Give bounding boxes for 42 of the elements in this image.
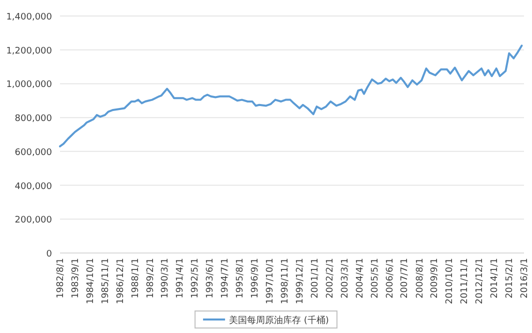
x-tick-label: 2011/11/1 [460,258,470,304]
x-tick-label: 1996/9/1 [250,258,261,298]
x-tick-label: 2010/10/1 [445,258,456,304]
x-tick-label: 1991/4/1 [176,258,186,298]
y-tick-label: 0 [46,250,52,260]
y-tick-label: 1,200,000 [6,46,52,56]
x-tick-label: 2012/12/1 [475,258,486,304]
line-series [59,44,523,148]
x-tick-label: 2001/1/1 [310,258,321,298]
x-tick-label: 2008/8/1 [415,258,426,298]
x-tick-label: 2002/2/1 [325,258,336,298]
x-tick-label: 2014/1/1 [490,258,500,298]
x-tick-label: 2006/6/1 [385,258,396,298]
x-tick-label: 1983/9/1 [70,258,81,298]
x-tick-label: 1994/7/1 [220,258,231,298]
y-tick-label: 200,000 [14,216,52,226]
y-tick-label: 1,400,000 [6,12,52,22]
x-tick-label: 1995/8/1 [236,258,246,298]
x-tick-label: 1990/3/1 [160,258,171,298]
x-tick-label: 2009/9/1 [430,258,440,298]
x-tick-label: 2005/5/1 [370,258,380,298]
x-tick-label: 2007/7/1 [400,258,410,298]
x-tick-label: 1989/2/1 [146,258,156,298]
x-tick-label: 1997/10/1 [266,258,276,304]
x-tick-label: 1999/12/1 [295,258,306,304]
x-tick-label: 1985/11/1 [100,258,111,304]
y-tick-label: 600,000 [14,148,52,158]
y-tick-label: 1,000,000 [6,80,52,90]
y-tick-label: 800,000 [14,114,52,124]
x-tick-label: 2003/3/1 [340,258,350,298]
x-tick-label: 2015/2/1 [505,258,516,298]
legend-label: 美国每周原油库存 (千桶) [229,315,329,326]
x-tick-label: 1998/11/1 [280,258,291,304]
x-tick-label: 1988/1/1 [130,258,141,298]
x-tick-label: 1984/10/1 [86,258,96,304]
y-tick-label: 400,000 [14,182,52,192]
x-tick-label: 2004/4/1 [355,258,366,298]
x-tick-label: 2016/3/1 [520,258,530,298]
x-tick-label: 1982/8/1 [56,258,66,298]
x-tick-label: 1986/12/1 [116,258,126,304]
x-tick-label: 1993/6/1 [206,258,216,298]
x-tick-label: 1992/5/1 [190,258,201,298]
